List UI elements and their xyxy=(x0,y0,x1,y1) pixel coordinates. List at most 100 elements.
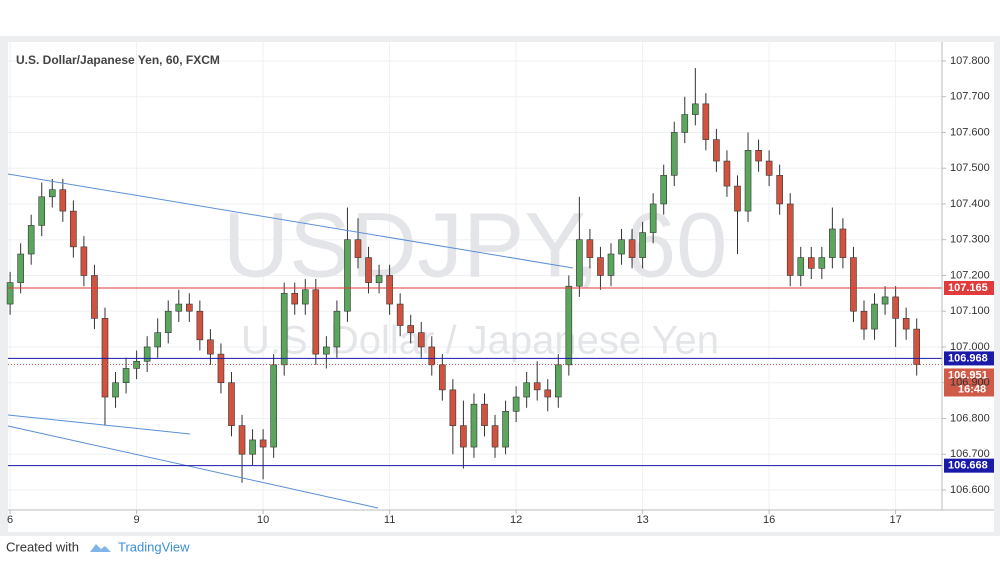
candle-body xyxy=(565,285,573,366)
candle-body xyxy=(164,310,172,333)
candle-body xyxy=(323,346,330,355)
logo xyxy=(90,544,111,552)
candle-body xyxy=(270,364,277,448)
trendline xyxy=(7,414,191,435)
candle-body xyxy=(597,257,604,276)
y-tick-label: 106.600 xyxy=(950,484,990,496)
candle-body xyxy=(6,282,14,305)
candle-body xyxy=(723,160,731,187)
candle-body xyxy=(639,232,646,258)
candle-body xyxy=(807,257,815,269)
y-tick-label: 107.400 xyxy=(950,198,990,210)
candle-body xyxy=(407,325,414,333)
last-price-label: 106.951 xyxy=(948,369,988,381)
candle-body xyxy=(744,150,752,212)
candle-body xyxy=(871,303,878,330)
candle-body xyxy=(344,239,351,312)
candle-body xyxy=(196,310,204,341)
candle-body xyxy=(460,425,467,448)
candle-body xyxy=(449,389,457,426)
candle-body xyxy=(91,275,98,319)
price-axis xyxy=(942,42,994,510)
candle-body xyxy=(512,396,520,412)
level-label: 107.165 xyxy=(948,282,988,294)
candle-body xyxy=(291,293,299,305)
candle-body xyxy=(681,114,689,133)
y-tick-label: 107.600 xyxy=(950,126,990,138)
candle-body xyxy=(428,346,436,366)
y-tick-label: 107.800 xyxy=(950,55,990,67)
last-price-bg xyxy=(944,368,994,397)
candles xyxy=(6,68,920,483)
grid xyxy=(8,42,946,514)
level-label-bg xyxy=(944,351,994,366)
candle-body xyxy=(70,210,77,248)
candle-body xyxy=(439,364,446,391)
candle-body xyxy=(27,225,35,255)
candle-body xyxy=(607,253,615,276)
x-tick-label: 17 xyxy=(889,514,901,526)
candle-body xyxy=(301,289,309,305)
candle-body xyxy=(670,132,678,176)
candle-body xyxy=(280,293,288,366)
candle-body xyxy=(38,196,46,226)
candle-body xyxy=(112,382,119,398)
candle-body xyxy=(154,332,161,348)
level-label: 106.668 xyxy=(948,460,988,472)
candle-body xyxy=(48,189,56,198)
candle-body xyxy=(396,303,404,326)
candle-body xyxy=(312,289,320,355)
candle-body xyxy=(186,303,193,312)
candle-body xyxy=(217,353,225,384)
candle-body xyxy=(618,239,625,255)
candle-body xyxy=(892,296,899,319)
candle-body xyxy=(702,103,710,140)
watermark-subtitle: U.S. Dollar / Japanese Yen xyxy=(241,319,719,363)
candle-body xyxy=(649,203,657,233)
candle-body xyxy=(554,364,562,398)
y-tick-label: 107.700 xyxy=(950,91,990,103)
candle-body xyxy=(692,103,699,115)
x-tick-label: 10 xyxy=(257,514,269,526)
countdown-label: 16:48 xyxy=(958,383,986,395)
candle-body xyxy=(417,332,425,348)
candle-body xyxy=(101,318,109,398)
candle-body xyxy=(143,346,151,362)
candle-body xyxy=(354,239,362,258)
x-tick-label: 9 xyxy=(134,514,140,526)
footer-brand[interactable]: TradingView xyxy=(118,539,190,554)
candle-body xyxy=(797,257,805,276)
level-label-bg xyxy=(944,458,994,473)
candle-body xyxy=(175,303,183,312)
time-axis xyxy=(8,510,994,532)
candle-body xyxy=(576,239,583,287)
candle-body xyxy=(238,425,246,455)
candle-body xyxy=(386,275,393,305)
y-tick-label: 107.300 xyxy=(950,234,990,246)
candle-body xyxy=(881,296,889,305)
y-tick-label: 107.200 xyxy=(950,269,990,281)
trendline xyxy=(7,173,574,269)
candle-body xyxy=(491,425,499,448)
candle-body xyxy=(765,160,773,176)
candle-body xyxy=(544,389,552,398)
candle-body xyxy=(259,439,267,448)
candle-body xyxy=(228,382,235,426)
candle-body xyxy=(249,439,256,455)
candle-body xyxy=(207,339,214,355)
x-tick-label: 11 xyxy=(384,514,395,526)
y-tick-label: 107.500 xyxy=(950,162,990,174)
y-tick-label: 107.000 xyxy=(950,341,990,353)
x-tick-label: 13 xyxy=(636,514,648,526)
candle-body xyxy=(628,239,636,258)
trendline xyxy=(7,425,379,509)
candle-body xyxy=(470,403,478,448)
candle-body xyxy=(850,257,857,312)
x-tick-label: 6 xyxy=(7,514,13,526)
candle-body xyxy=(365,257,372,283)
candle-body xyxy=(586,239,594,258)
y-tick-label: 107.100 xyxy=(950,305,990,317)
candle-body xyxy=(533,382,541,391)
